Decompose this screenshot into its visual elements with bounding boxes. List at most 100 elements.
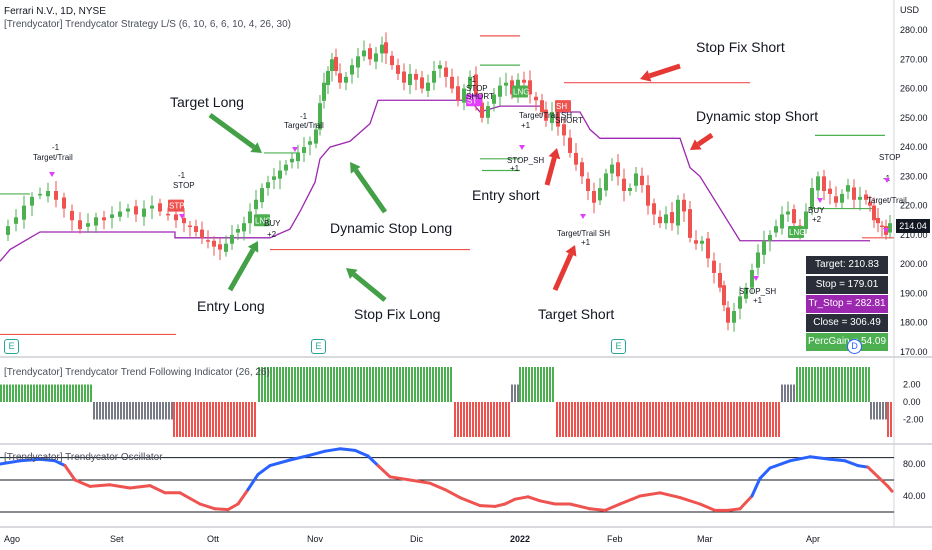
oscillator-line: [538, 499, 557, 506]
earnings-icon[interactable]: E: [4, 339, 19, 354]
earnings-icon[interactable]: E: [611, 339, 626, 354]
candle-body: [534, 96, 538, 101]
annotation-target-short: Target Short: [538, 306, 615, 322]
trend-bar: [360, 367, 362, 402]
annotation-arrow-shaft: [352, 272, 387, 302]
trend-bar: [185, 402, 187, 437]
trend-bar: [114, 402, 116, 420]
candle-body: [248, 211, 252, 224]
candle-body: [574, 152, 578, 165]
trend-bar: [42, 384, 44, 402]
candle-body: [188, 225, 192, 228]
dividend-icon[interactable]: D: [847, 339, 862, 354]
signal-caption: +2: [267, 230, 277, 239]
trend-bar: [242, 402, 244, 437]
trend-bar: [736, 402, 738, 437]
info-trailing-stop: Tr_Stop = 282.81: [806, 295, 888, 313]
candle-body: [786, 211, 790, 215]
oscillator-line: [376, 464, 392, 479]
trend-bar: [87, 384, 89, 402]
trend-bar: [496, 402, 498, 437]
candle-body: [338, 73, 342, 83]
trend-bar: [411, 367, 413, 402]
long-marker-badge: [512, 85, 528, 98]
oscillator-line: [526, 495, 542, 503]
candle-body: [30, 196, 34, 206]
candle-body: [646, 185, 650, 206]
signal-caption: Target/Trail: [867, 196, 907, 205]
annotation-arrow-shaft: [227, 248, 256, 292]
candle-body: [888, 223, 892, 233]
symbol-title: Ferrari N.V., 1D, NYSE: [4, 6, 106, 17]
oscillator-line: [856, 464, 870, 469]
trend-bar: [447, 367, 449, 402]
trend-bar: [697, 402, 699, 437]
candle-body: [780, 214, 784, 229]
candle-body: [260, 188, 264, 203]
trend-bar: [457, 402, 459, 437]
strategy-title: [Trendycator] Trendycator Strategy L/S (…: [4, 19, 292, 30]
price-axis-tick-label: 240.00: [900, 142, 928, 152]
candle-body: [438, 65, 442, 69]
candle-body: [718, 272, 722, 288]
trend-bar: [552, 367, 554, 402]
trend-bar: [36, 384, 38, 402]
candle-body: [254, 199, 258, 210]
candle-body: [224, 243, 228, 252]
oscillator-line: [288, 453, 312, 462]
candle-body: [682, 199, 686, 212]
candle-body: [804, 211, 808, 230]
trend-bar: [212, 402, 214, 437]
trend-indicator-title: [Trendycator] Trendycator Trend Followin…: [4, 367, 270, 378]
trend-bar: [847, 367, 849, 402]
trend-bar: [622, 402, 624, 437]
trend-bar: [829, 367, 831, 402]
price-axis-tick-label: 230.00: [900, 171, 928, 181]
trend-bar: [673, 402, 675, 437]
candle-body: [390, 55, 394, 66]
trend-bar: [135, 402, 137, 420]
candle-body: [792, 209, 796, 224]
trend-bar: [543, 367, 545, 402]
candle-body: [374, 53, 378, 62]
trend-bar: [218, 402, 220, 437]
entry-long-marker-label: LNG: [255, 216, 271, 225]
annotation-arrow-head: [548, 148, 561, 160]
oscillator-title: [Trendycator] Trendycator Oscillator: [4, 452, 163, 463]
trend-bar: [24, 384, 26, 402]
trend-bar: [890, 402, 892, 437]
earnings-icon[interactable]: E: [311, 339, 326, 354]
annotation-dynamic-stop-short: Dynamic stop Short: [696, 108, 819, 124]
candle-body: [658, 216, 662, 224]
trend-bar: [556, 402, 558, 437]
trend-bar: [787, 384, 789, 402]
candle-body: [726, 307, 730, 323]
trend-bar: [239, 402, 241, 437]
trend-bar: [129, 402, 131, 420]
signal-caption: -1: [300, 112, 308, 121]
trend-bar: [206, 402, 208, 437]
candle-body: [380, 44, 384, 54]
candle-body: [432, 70, 436, 83]
trend-bar: [66, 384, 68, 402]
trend-bar: [559, 402, 561, 437]
oscillator-line: [658, 491, 682, 500]
trend-bar: [487, 402, 489, 437]
oscillator-line: [38, 457, 57, 463]
trend-bar: [658, 402, 660, 437]
trend-bar: [111, 402, 113, 420]
trend-bar: [215, 402, 217, 437]
trend-bar: [0, 384, 2, 402]
annotation-entry-long: Entry Long: [197, 298, 265, 314]
trend-bar: [33, 384, 35, 402]
trend-bar: [508, 402, 510, 437]
trend-bar: [511, 384, 513, 402]
trend-bar: [739, 402, 741, 437]
candle-body: [444, 67, 448, 77]
trend-bar: [179, 402, 181, 437]
candle-body: [868, 202, 872, 206]
trend-bar: [402, 367, 404, 402]
candle-body: [396, 65, 400, 74]
trend-bar: [481, 402, 483, 437]
oscillator-line: [638, 491, 662, 498]
